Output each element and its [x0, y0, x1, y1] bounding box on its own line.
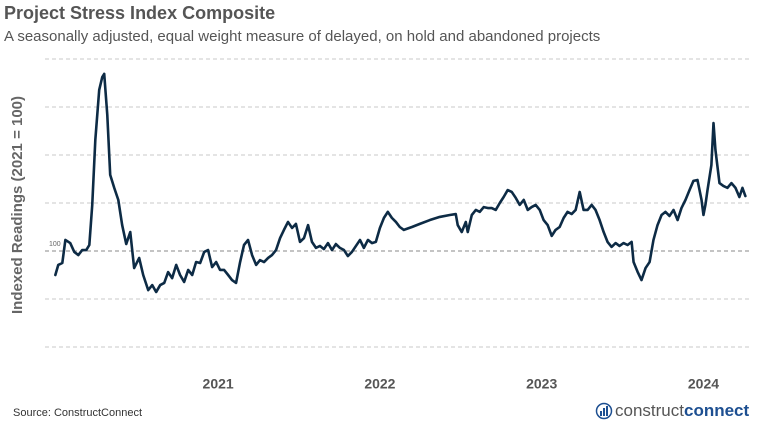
x-tick-label: 2024 [688, 376, 719, 392]
y-tick-label: 100 [49, 241, 61, 248]
logo-text: constructconnect [615, 401, 750, 420]
x-tick-label: 2022 [364, 376, 395, 392]
x-tick-label: 2021 [203, 376, 234, 392]
chart-title: Project Stress Index Composite [4, 3, 275, 23]
logo-part: construct [615, 401, 684, 420]
source: Source: ConstructConnect [13, 407, 142, 419]
y-axis-label: Indexed Readings (2021 = 100) [9, 96, 26, 314]
logo-part: connect [684, 401, 750, 420]
chart-subtitle: A seasonally adjusted, equal weight meas… [4, 28, 600, 45]
data-line [54, 72, 747, 294]
logo-icon [595, 402, 613, 420]
logo: constructconnect [595, 401, 750, 420]
x-tick-label: 2023 [526, 376, 557, 392]
